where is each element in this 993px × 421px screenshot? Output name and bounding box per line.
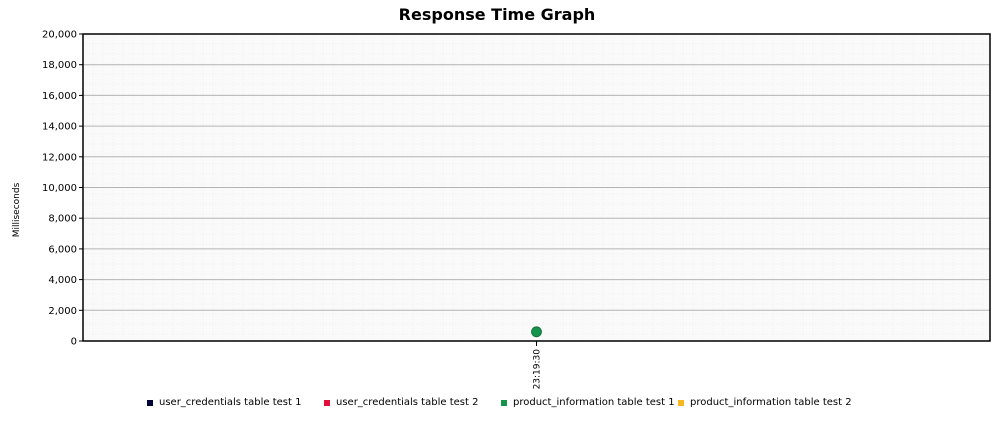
legend-label: product_information table test 2 (690, 397, 852, 408)
legend-item: product_information table test 2 (678, 397, 852, 408)
legend-item: user_credentials table test 2 (324, 397, 478, 408)
legend-swatch (147, 400, 153, 406)
data-point (532, 327, 542, 337)
legend: user_credentials table test 1 user_creden… (0, 397, 993, 413)
y-tick-label: 8,000 (48, 214, 77, 225)
y-tick-label: 12,000 (42, 152, 77, 163)
legend-label: product_information table test 1 (513, 397, 675, 408)
y-tick-label: 0 (71, 337, 77, 348)
y-axis-label: Milliseconds (12, 182, 22, 237)
y-tick-label: 20,000 (42, 30, 77, 41)
y-tick-label: 2,000 (48, 306, 77, 317)
y-tick-label: 10,000 (42, 183, 77, 194)
series-layer (532, 327, 542, 337)
chart-title: Response Time Graph (399, 5, 596, 24)
legend-item: product_information table test 1 (501, 397, 675, 408)
legend-swatch (324, 400, 330, 406)
x-axis: 23:19:30 (533, 341, 543, 389)
y-axis: 0 2,000 4,000 6,000 8,000 10,000 12,000 14,000 1… (42, 30, 83, 348)
y-tick-label: 18,000 (42, 60, 77, 71)
legend-swatch (678, 400, 684, 406)
x-tick-label: 23:19:30 (533, 349, 543, 390)
legend-item: user_credentials table test 1 (147, 397, 301, 408)
y-tick-label: 4,000 (48, 275, 77, 286)
y-tick-label: 14,000 (42, 122, 77, 133)
y-tick-label: 6,000 (48, 244, 77, 255)
legend-label: user_credentials table test 2 (336, 397, 478, 408)
y-tick-label: 16,000 (42, 91, 77, 102)
legend-label: user_credentials table test 1 (159, 397, 301, 408)
legend-swatch (501, 400, 507, 406)
